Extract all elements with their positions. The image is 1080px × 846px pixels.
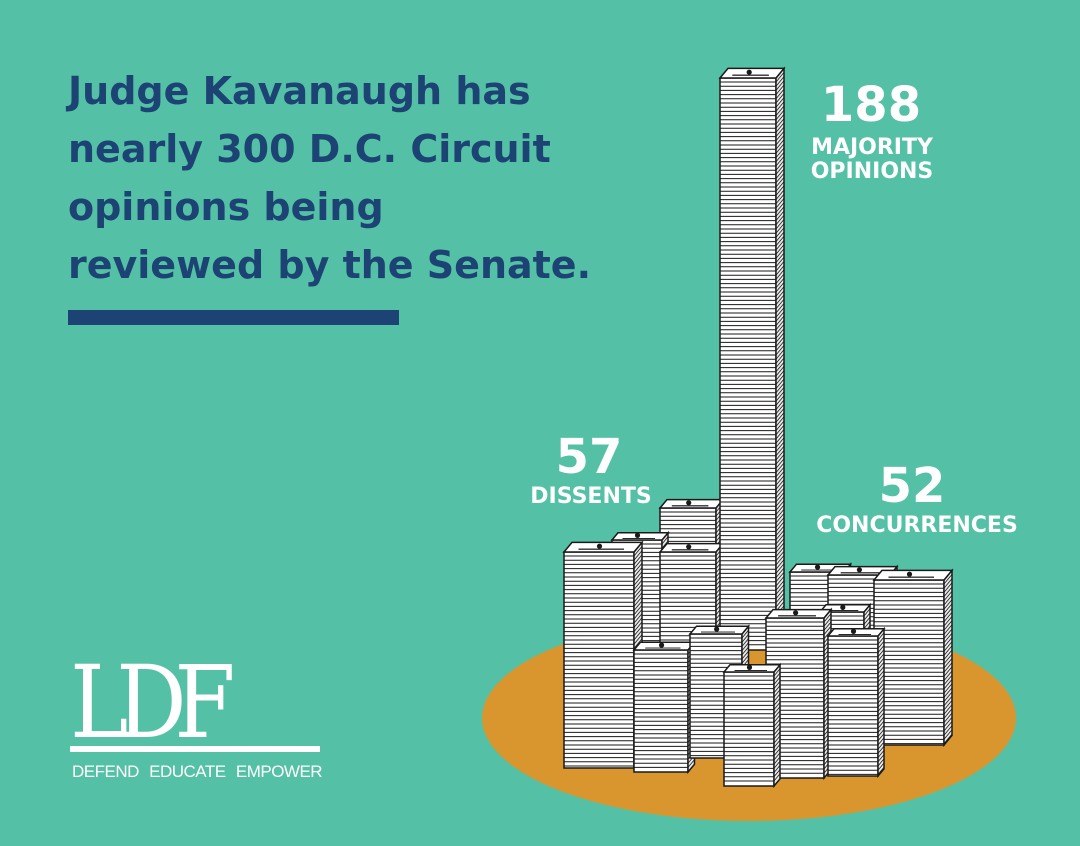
headline-line: opinions being [68, 185, 384, 229]
value-label: 52 [879, 458, 946, 514]
logo-mark: LDF [70, 644, 235, 761]
tagline-word: EDUCATE [149, 762, 226, 781]
paper-stack [872, 568, 954, 748]
paper-stacks [562, 66, 954, 789]
label-dissents: 57 DISSENTS [530, 429, 651, 509]
category-label: DISSENTS [530, 484, 651, 509]
value-label: 188 [821, 77, 921, 133]
paper-stack [826, 626, 886, 779]
headline-line: nearly 300 D.C. Circuit [68, 127, 551, 171]
headline: Judge Kavanaugh has nearly 300 D.C. Circ… [68, 62, 628, 294]
tagline-word: DEFEND [72, 762, 139, 781]
paper-stack [718, 66, 786, 653]
logo-bar [70, 746, 320, 752]
paper-stack [722, 662, 782, 789]
logo-tagline: DEFEND EDUCATE EMPOWER [72, 762, 328, 782]
label-majority: 188 MAJORITY OPINIONS [811, 77, 934, 184]
paper-stack [632, 640, 697, 775]
label-concurrences: 52 CONCURRENCES [816, 458, 1018, 538]
category-label: MAJORITY [811, 135, 934, 160]
headline-line: Judge Kavanaugh has [68, 69, 531, 113]
headline-rule [68, 310, 399, 325]
ldf-logo: LDF DEFEND EDUCATE EMPOWER [70, 644, 330, 788]
category-label: CONCURRENCES [816, 513, 1018, 538]
tagline-word: EMPOWER [235, 762, 323, 781]
paper-stack [562, 540, 644, 771]
headline-line: reviewed by the Senate. [68, 243, 592, 287]
category-label: OPINIONS [811, 159, 934, 184]
value-label: 57 [556, 429, 623, 485]
